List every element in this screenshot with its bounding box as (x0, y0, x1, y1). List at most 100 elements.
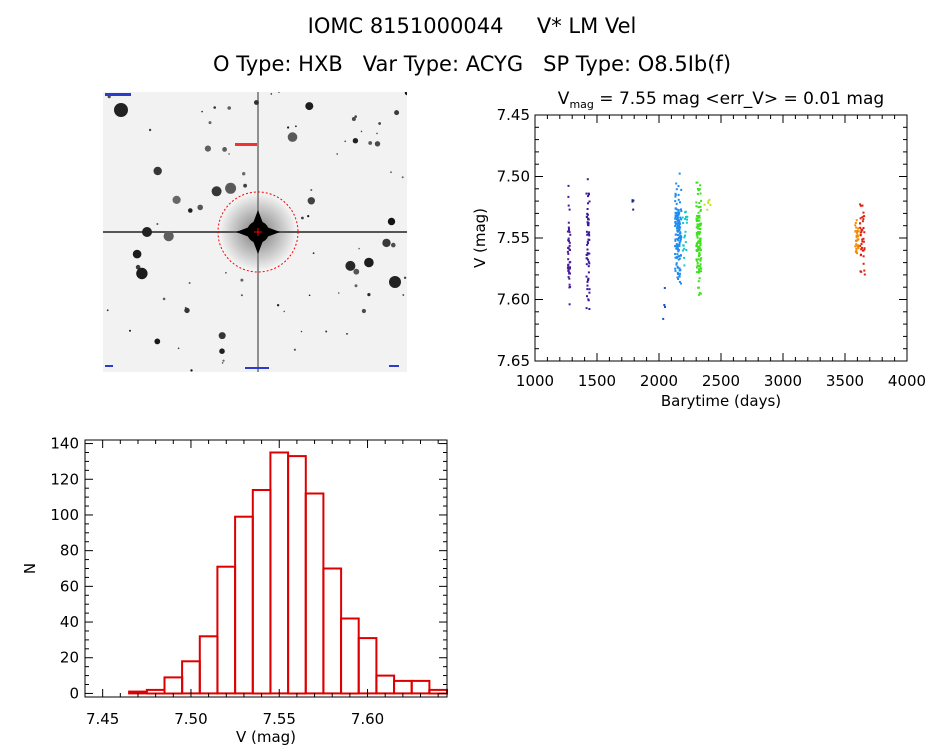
data-point (698, 268, 701, 271)
data-point (674, 244, 677, 247)
data-point (680, 208, 682, 211)
data-point (676, 265, 679, 268)
data-point (862, 237, 865, 240)
data-point (856, 231, 858, 234)
data-point (586, 280, 589, 283)
data-point (675, 262, 678, 265)
data-point (587, 232, 590, 235)
field-star (374, 141, 381, 147)
data-point (698, 253, 701, 256)
y-axis-label: N (21, 563, 39, 574)
data-point (861, 204, 864, 207)
data-point (699, 231, 702, 234)
data-point (679, 216, 682, 219)
field-star (336, 153, 338, 155)
data-point (859, 244, 862, 247)
data-point (678, 241, 681, 244)
field-star (154, 338, 161, 345)
data-point (568, 241, 571, 244)
field-star (148, 128, 152, 132)
field-star (136, 267, 148, 280)
y-tick-label: 0 (69, 684, 79, 702)
data-point (567, 195, 570, 198)
data-point (675, 222, 678, 225)
data-point (699, 266, 702, 269)
data-point (683, 247, 686, 250)
data-point (567, 258, 570, 261)
data-point (862, 262, 865, 265)
spectral-type: SP Type: O8.5Ib(f) (543, 52, 732, 76)
data-point (678, 280, 681, 283)
data-point (863, 269, 866, 272)
field-star (403, 276, 407, 279)
data-point (696, 244, 699, 247)
data-point (697, 225, 700, 228)
field-star (222, 147, 227, 152)
finder-marker-blue (389, 365, 399, 367)
field-star (376, 132, 378, 135)
data-point (676, 237, 679, 240)
x-tick-label: 7.45 (86, 710, 119, 728)
data-point (703, 203, 706, 206)
field-star (344, 140, 346, 143)
data-point (586, 222, 589, 225)
data-point (699, 208, 702, 211)
data-point (695, 226, 698, 229)
data-point (698, 291, 701, 294)
data-point (700, 270, 703, 273)
field-star (188, 208, 193, 213)
data-point (686, 215, 689, 218)
data-point (632, 199, 635, 202)
data-point (587, 217, 590, 220)
data-point (855, 234, 858, 237)
data-point (698, 202, 701, 204)
data-point (699, 244, 702, 246)
data-point (698, 219, 701, 222)
field-star (382, 238, 391, 248)
data-point (674, 253, 677, 255)
data-point (677, 209, 680, 211)
data-point (695, 258, 698, 261)
data-point (860, 248, 863, 251)
data-point (674, 215, 677, 218)
field-star (352, 138, 359, 144)
finder-marker-red (235, 143, 257, 146)
y-tick-label: 7.55 (497, 229, 530, 247)
data-point (684, 217, 687, 220)
data-point (632, 208, 635, 211)
data-point (699, 263, 702, 266)
field-star (254, 100, 259, 105)
data-point (695, 201, 698, 204)
data-point (861, 238, 864, 241)
data-point (569, 233, 572, 236)
data-point (676, 230, 679, 233)
field-star (394, 110, 400, 116)
data-point (676, 253, 679, 256)
data-point (588, 288, 591, 291)
histogram-bar (357, 637, 378, 695)
y-tick-label: 120 (50, 470, 79, 488)
data-point (861, 246, 863, 249)
field-star (132, 249, 142, 259)
x-tick-label: 3000 (764, 372, 802, 390)
y-tick-label: 100 (50, 506, 79, 524)
histogram-bar (163, 676, 184, 695)
data-point (697, 286, 700, 289)
data-point (588, 238, 591, 241)
data-point (854, 230, 857, 233)
data-point (695, 259, 698, 262)
data-point (684, 230, 687, 233)
data-point (676, 219, 679, 222)
data-point (674, 195, 677, 198)
data-point (587, 202, 589, 205)
data-point (676, 266, 679, 269)
field-star (361, 308, 366, 314)
data-point (699, 205, 702, 208)
data-point (678, 224, 681, 227)
data-point (680, 218, 683, 221)
data-point (675, 188, 678, 191)
data-point (696, 193, 699, 195)
field-star (276, 304, 280, 307)
histogram-bar (269, 451, 290, 695)
field-star (354, 284, 358, 288)
